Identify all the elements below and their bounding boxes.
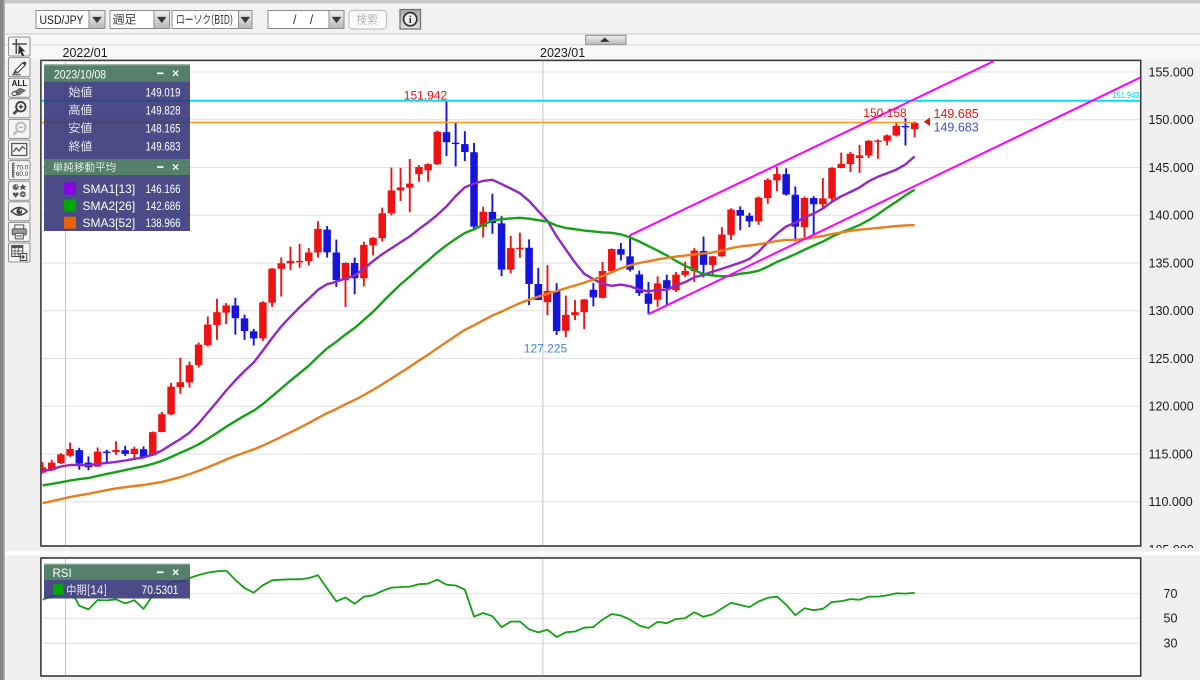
svg-text:105.000: 105.000 [1149,543,1194,557]
svg-text:RSI: RSI [53,568,72,580]
svg-text:115.000: 115.000 [1149,447,1193,461]
svg-text:140.000: 140.000 [1149,209,1194,223]
svg-text:/: / [293,13,297,27]
svg-text:145.000: 145.000 [1149,161,1194,175]
svg-text:149.019: 149.019 [146,85,181,99]
svg-text:SMA3[52]: SMA3[52] [83,216,136,230]
svg-text:50: 50 [1164,612,1178,626]
svg-text:120.000: 120.000 [1149,400,1194,414]
svg-text:125.000: 125.000 [1149,352,1194,366]
svg-text:142.686: 142.686 [146,199,181,213]
svg-text:/: / [310,13,314,27]
svg-text:130.000: 130.000 [1149,304,1194,318]
svg-text:30: 30 [1164,637,1178,651]
svg-text:138.966: 138.966 [146,216,181,230]
svg-text:110.000: 110.000 [1149,495,1193,509]
svg-text:148.165: 148.165 [146,121,181,135]
svg-text:155.000: 155.000 [1149,65,1194,79]
svg-text:127.225: 127.225 [524,342,568,356]
svg-text:2023/01: 2023/01 [540,46,585,60]
svg-text:149.828: 149.828 [146,103,181,117]
svg-text:70: 70 [1164,587,1178,601]
svg-text:135.000: 135.000 [1149,256,1194,270]
svg-text:146.166: 146.166 [146,182,181,196]
svg-text:ALL: ALL [12,79,28,88]
svg-text:60.0: 60.0 [16,171,29,178]
svg-text:2023/10/08: 2023/10/08 [54,69,106,81]
svg-text:SMA1[13]: SMA1[13] [83,182,136,196]
svg-text:USD/JPY: USD/JPY [40,13,84,27]
svg-text:70.5301: 70.5301 [142,583,179,597]
svg-text:150.158: 150.158 [863,106,907,120]
svg-text:149.683: 149.683 [146,140,181,154]
svg-text:2022/01: 2022/01 [63,46,108,60]
svg-text:151.943: 151.943 [1113,91,1141,100]
svg-text:i: i [409,15,412,26]
svg-text:70.0: 70.0 [16,164,29,171]
svg-text:151.942: 151.942 [404,89,448,103]
svg-text:149.685: 149.685 [934,107,979,121]
svg-text:150.000: 150.000 [1149,113,1194,127]
svg-text:149.683: 149.683 [934,120,979,134]
svg-text:SMA2[26]: SMA2[26] [83,199,136,213]
